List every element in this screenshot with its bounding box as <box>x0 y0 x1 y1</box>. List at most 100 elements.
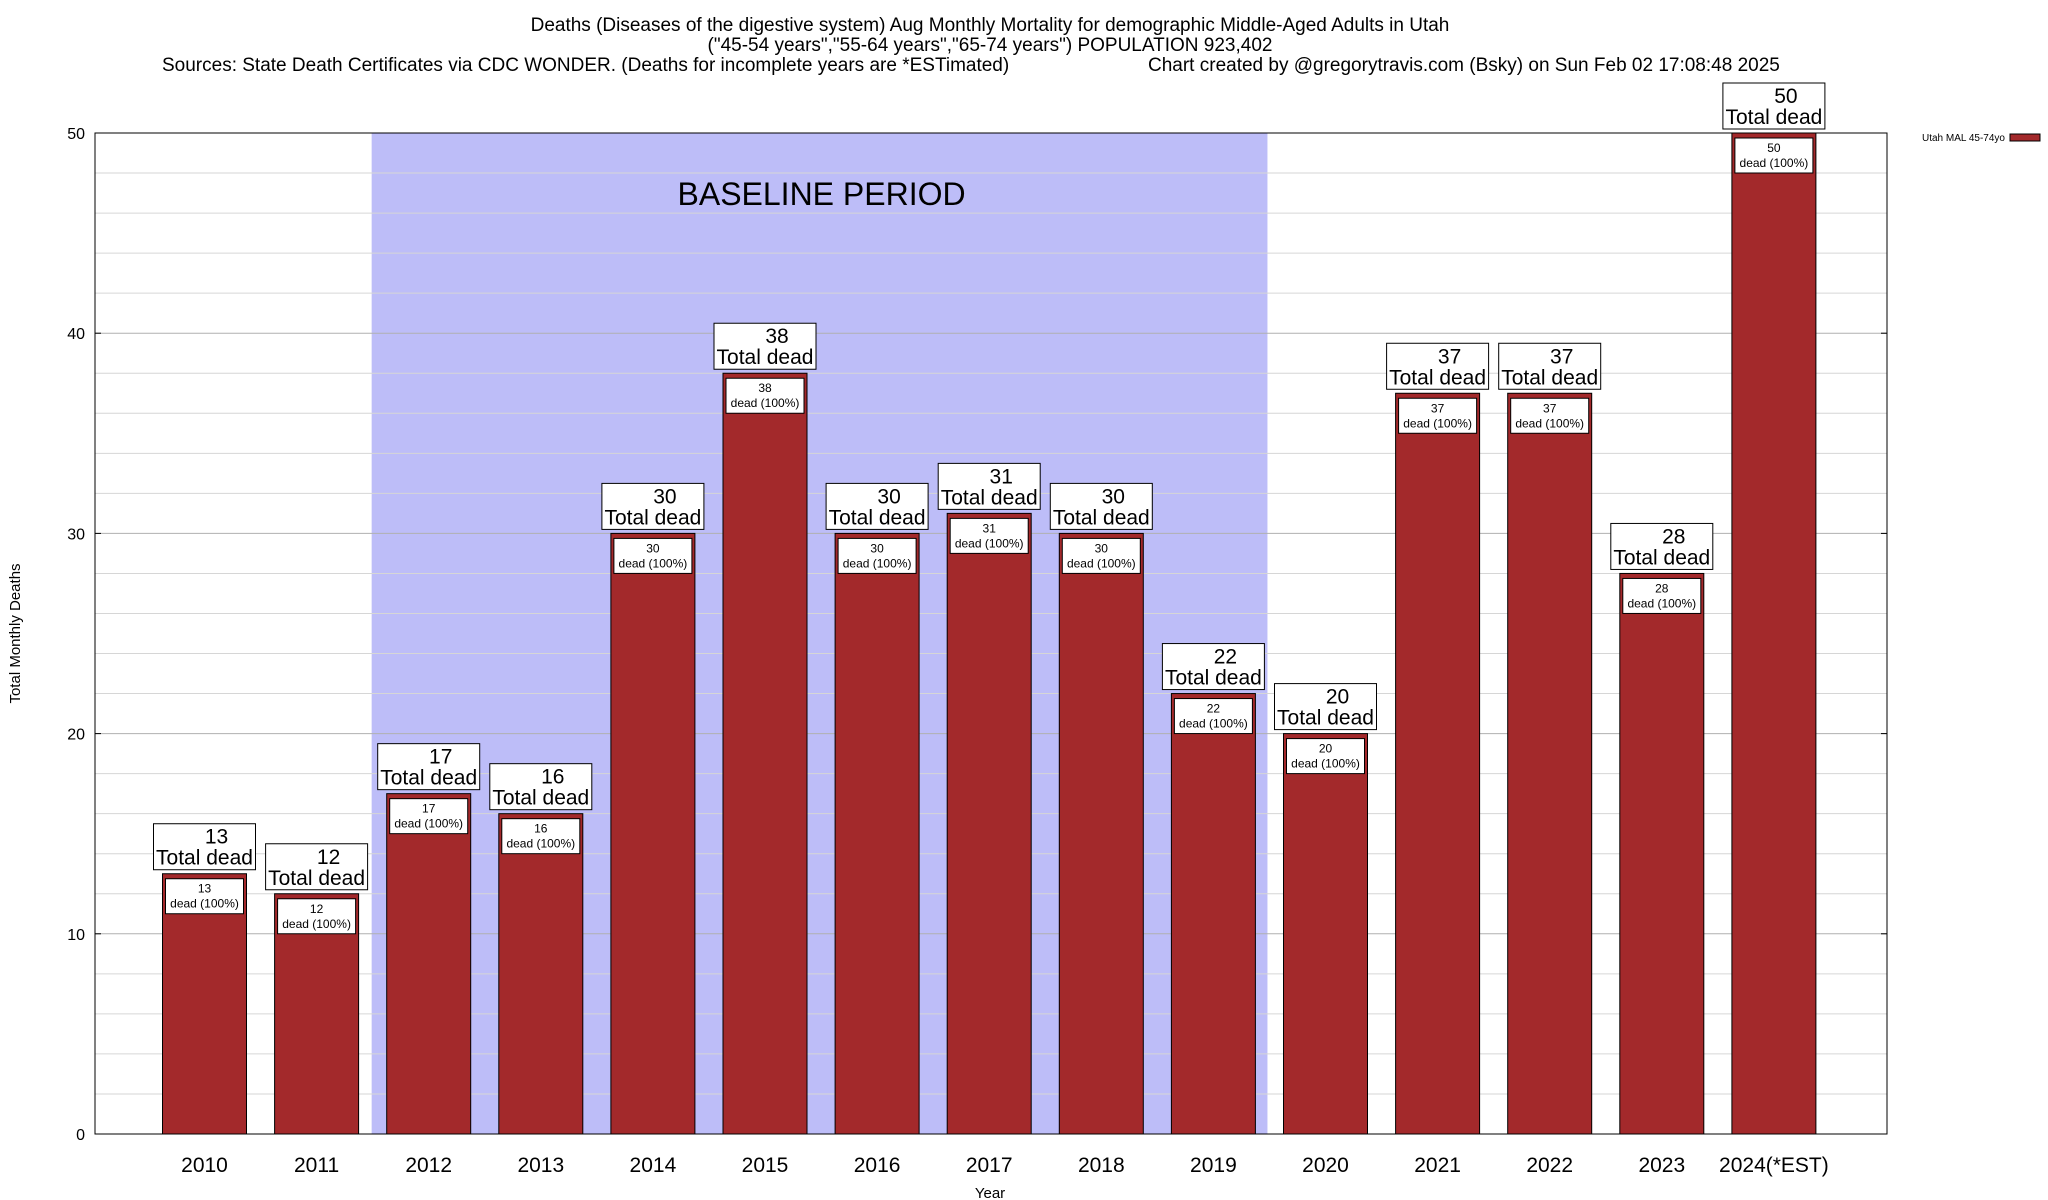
total-label-box <box>1610 522 1714 570</box>
total-label-text: Total dead <box>1277 707 1374 730</box>
baseline-label: BASELINE PERIOD <box>678 176 966 212</box>
bar <box>1619 572 1705 1135</box>
x-tick-label: 2018 <box>1078 1154 1125 1177</box>
x-tick-label: 2017 <box>966 1154 1013 1177</box>
total-label-text: Total dead <box>1501 366 1598 389</box>
inner-label-box <box>165 878 244 915</box>
total-label-box <box>153 823 256 871</box>
total-label-value: 37 <box>1550 345 1573 368</box>
chart-title: Deaths (Diseases of the digestive system… <box>531 15 1450 36</box>
x-tick-label: 2021 <box>1414 1154 1461 1177</box>
bar <box>722 372 808 1135</box>
bar <box>1058 532 1144 1135</box>
total-label-box <box>601 482 705 530</box>
x-axis: 2010 2011 2012 2013 2014 2015 2016 2017 2018 2019… <box>181 1154 1829 1177</box>
total-label-box <box>1498 342 1602 390</box>
total-label-text: Total dead <box>829 506 926 529</box>
inner-label-box <box>1398 397 1478 434</box>
y-tick-label: 30 <box>67 526 85 543</box>
inner-label-value: 13 <box>198 882 212 896</box>
inner-label-value: 37 <box>1543 401 1557 415</box>
bar <box>1507 392 1593 1135</box>
inner-label-value: 20 <box>1319 742 1333 756</box>
bar <box>162 873 247 1135</box>
total-label-value: 28 <box>1662 525 1685 548</box>
chart-credit: Chart created by @gregorytravis.com (Bsk… <box>1148 55 1780 76</box>
total-label-value: 22 <box>1214 646 1237 669</box>
inner-label-box <box>1734 137 1814 174</box>
bar <box>1395 392 1481 1135</box>
inner-label-text: dead (100%) <box>1291 757 1360 771</box>
x-tick-label: 2012 <box>405 1154 452 1177</box>
legend-swatch <box>2009 133 2041 142</box>
total-label-box <box>1722 82 1826 130</box>
inner-label-box <box>389 798 469 835</box>
inner-label-text: dead (100%) <box>843 556 912 570</box>
inner-label-box <box>1622 577 1702 614</box>
inner-label-value: 12 <box>310 902 324 916</box>
x-tick-label: 2015 <box>742 1154 789 1177</box>
bar <box>946 512 1032 1135</box>
bar <box>498 813 584 1135</box>
total-label-box <box>377 743 481 791</box>
x-axis-title: Year <box>975 1185 1005 1200</box>
x-tick-label: 2010 <box>181 1154 228 1177</box>
total-label-box <box>265 843 369 891</box>
total-label-text: Total dead <box>717 346 814 369</box>
legend: Utah MAL 45-74yo <box>1922 133 2041 144</box>
total-label-value: 13 <box>205 826 228 849</box>
bar <box>1731 132 1817 1135</box>
inner-label-text: dead (100%) <box>619 556 688 570</box>
x-tick-label: 2019 <box>1190 1154 1237 1177</box>
inner-label-box <box>1061 537 1141 574</box>
total-label-text: Total dead <box>380 767 477 790</box>
total-label-box <box>1161 643 1265 691</box>
y-tick-label: 40 <box>67 326 85 343</box>
total-label-value: 30 <box>877 485 900 508</box>
inner-label-value: 30 <box>870 541 884 555</box>
x-tick-label: 2023 <box>1638 1154 1685 1177</box>
x-tick-label: 2022 <box>1526 1154 1573 1177</box>
y-tick-label: 50 <box>67 126 85 143</box>
total-label-text: Total dead <box>1613 546 1710 569</box>
total-label-text: Total dead <box>268 867 365 890</box>
inner-label-box <box>277 898 357 935</box>
total-label-text: Total dead <box>1053 506 1150 529</box>
total-label-box <box>1274 683 1377 731</box>
chart-subtitle: ("45-54 years","55-64 years","65-74 year… <box>708 35 1273 56</box>
x-tick-label: 2014 <box>630 1154 677 1177</box>
inner-label-box <box>837 537 917 574</box>
plot-frame <box>94 132 1888 1135</box>
inner-label-value: 30 <box>1095 541 1109 555</box>
total-label-value: 38 <box>765 325 788 348</box>
inner-label-text: dead (100%) <box>1403 416 1472 430</box>
total-label-value: 30 <box>653 485 676 508</box>
inner-label-text: dead (100%) <box>1627 596 1696 610</box>
y-axis: 0 10 20 30 40 50 <box>67 126 1887 1144</box>
y-tick-label: 0 <box>76 1127 85 1144</box>
total-label-text: Total dead <box>1165 667 1262 690</box>
bar <box>1170 693 1256 1135</box>
inner-label-value: 16 <box>534 822 548 836</box>
inner-label-value: 38 <box>758 381 772 395</box>
total-label-value: 20 <box>1326 686 1349 709</box>
inner-label-text: dead (100%) <box>282 917 351 931</box>
bar <box>834 532 920 1135</box>
total-label-value: 16 <box>541 766 564 789</box>
x-tick-label: 2024(*EST) <box>1719 1154 1829 1177</box>
inner-label-text: dead (100%) <box>955 536 1024 550</box>
total-label-value: 37 <box>1438 345 1461 368</box>
inner-label-box <box>1173 698 1253 735</box>
chart-source: Sources: State Death Certificates via CD… <box>162 55 1009 76</box>
bar <box>610 532 696 1135</box>
x-tick-label: 2016 <box>854 1154 901 1177</box>
x-tick-label: 2011 <box>294 1154 339 1177</box>
x-tick-label: 2020 <box>1302 1154 1349 1177</box>
inner-label-text: dead (100%) <box>731 396 800 410</box>
inner-label-text: dead (100%) <box>1515 416 1584 430</box>
total-label-text: Total dead <box>156 847 253 870</box>
bar <box>386 793 472 1135</box>
inner-label-box <box>949 517 1029 554</box>
inner-label-text: dead (100%) <box>1179 717 1248 731</box>
